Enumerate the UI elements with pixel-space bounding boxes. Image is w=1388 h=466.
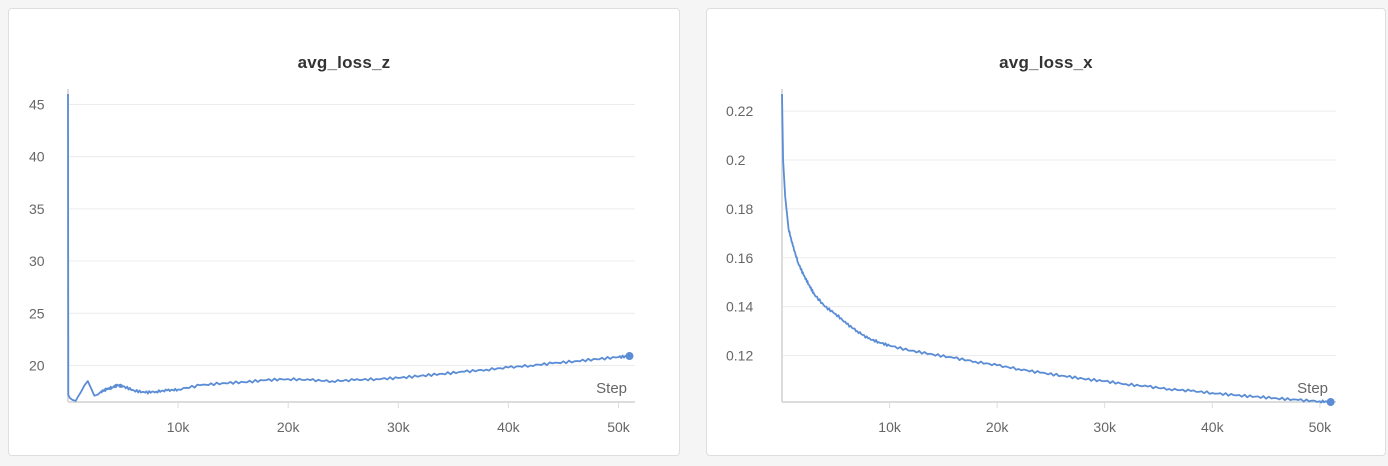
- y-tick-label: 0.14: [726, 299, 753, 315]
- y-tick-label: 30: [29, 253, 45, 269]
- chart-panel-avg-loss-x: avg_loss_x 0.12 0.14 0.16 0.18 0.2 0.22 10k 20k…: [706, 8, 1386, 456]
- y-tick-label: 45: [29, 96, 45, 112]
- x-tick-label: 40k: [1201, 419, 1225, 435]
- series-endpoint: [625, 352, 634, 361]
- y-tick-label: 0.12: [726, 348, 753, 364]
- x-tick-label: 20k: [277, 419, 301, 435]
- series-line: [67, 93, 630, 402]
- line-chart-avg-loss-z[interactable]: 20 25 30 35 40 45 10k 20k 30k 40k 50k Step: [9, 9, 681, 457]
- x-tick-label: 50k: [607, 419, 631, 435]
- y-tick-label: 0.16: [726, 250, 753, 266]
- chart-title: avg_loss_x: [999, 53, 1093, 72]
- x-tick-label: 50k: [1309, 419, 1333, 435]
- x-tick-label: 30k: [387, 419, 411, 435]
- y-tick-label: 0.2: [726, 152, 746, 168]
- x-tick-label: 40k: [497, 419, 521, 435]
- x-tick-label: 30k: [1093, 419, 1117, 435]
- chart-panel-avg-loss-z: avg_loss_z 20 25 30 35 40 45 10k 20k 30k 40k 50k St…: [8, 8, 680, 456]
- y-tick-label: 25: [29, 305, 45, 321]
- y-tick-label: 40: [29, 149, 45, 165]
- chart-title: avg_loss_z: [297, 53, 391, 72]
- y-tick-label: 20: [29, 357, 45, 373]
- y-tick-label: 0.18: [726, 201, 753, 217]
- line-chart-avg-loss-x[interactable]: 0.12 0.14 0.16 0.18 0.2 0.22 10k 20k 30k 40k 50k St…: [707, 9, 1387, 457]
- x-tick-label: 10k: [167, 419, 191, 435]
- x-tick-label: 10k: [878, 419, 902, 435]
- x-axis-label: Step: [596, 380, 627, 397]
- series-line: [781, 93, 1332, 404]
- series-endpoint: [1326, 398, 1335, 406]
- x-axis-label: Step: [1297, 380, 1328, 397]
- y-tick-label: 35: [29, 201, 45, 217]
- y-tick-label: 0.22: [726, 103, 753, 119]
- x-tick-label: 20k: [986, 419, 1010, 435]
